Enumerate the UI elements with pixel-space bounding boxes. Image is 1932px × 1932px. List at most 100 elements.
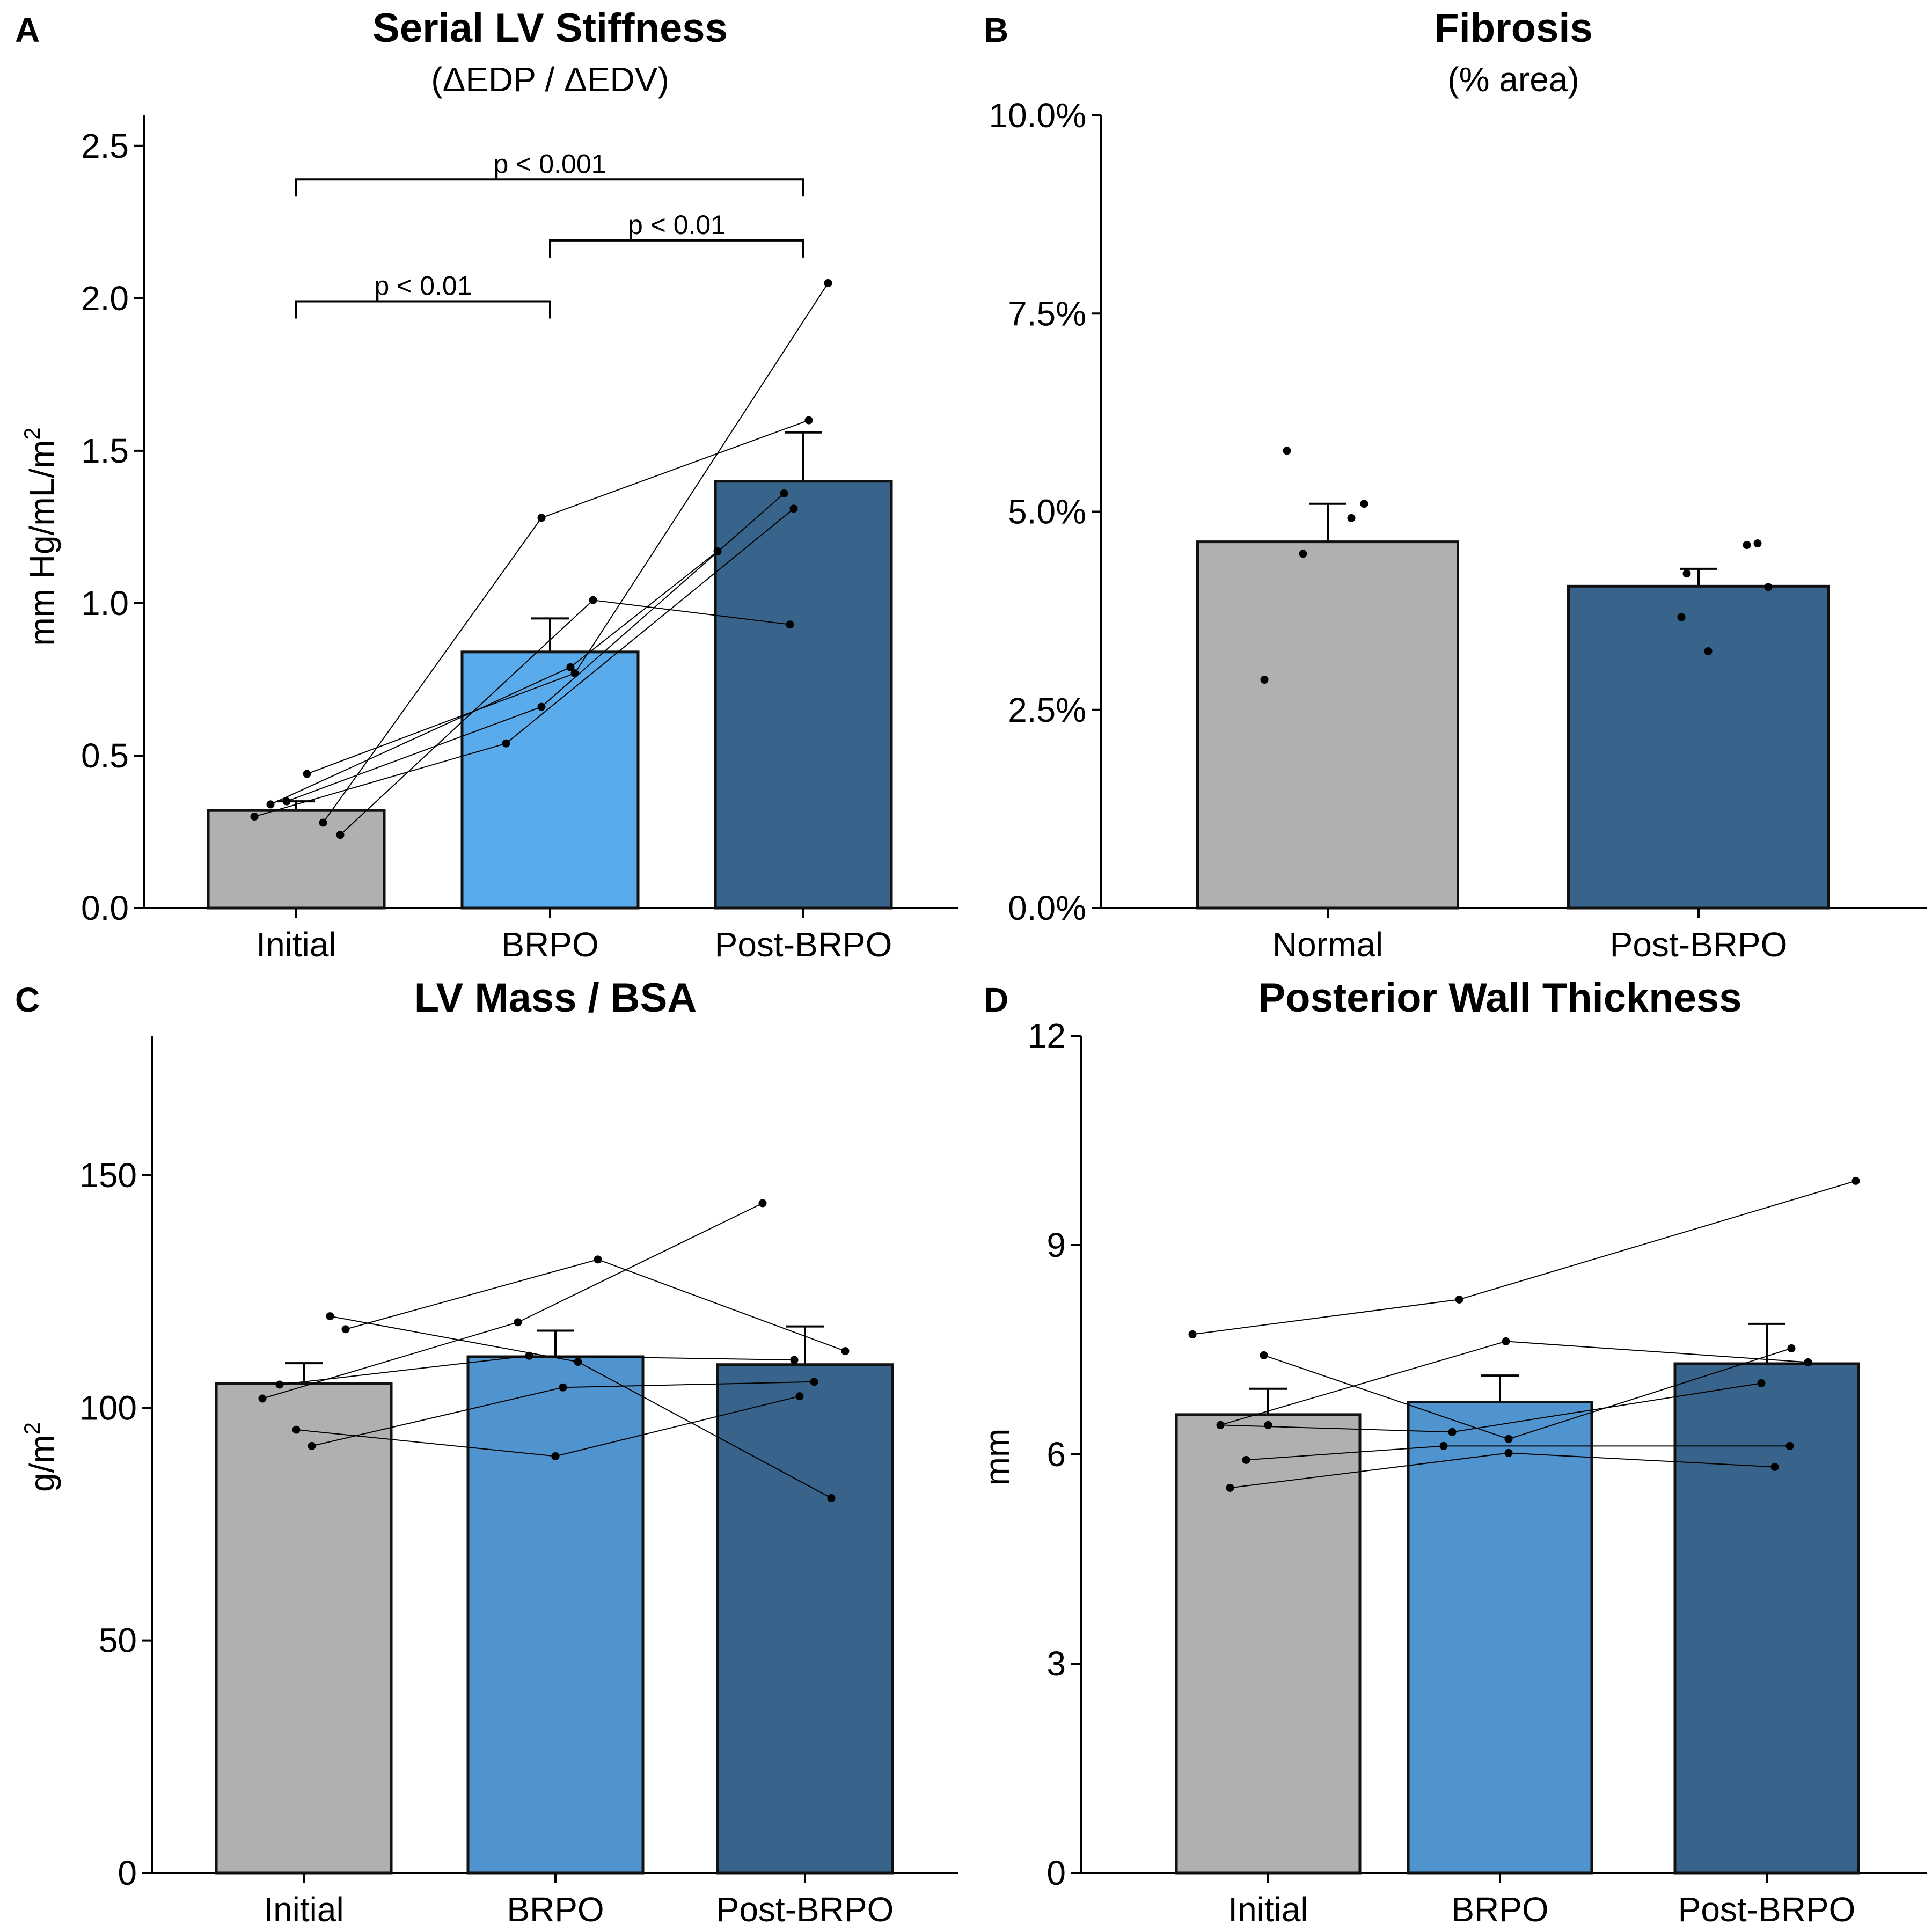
panel-d-bar-initial [1175, 1413, 1362, 1875]
panel-d-data-point [1260, 1351, 1268, 1359]
panel-a-data-point [502, 739, 510, 748]
panel-c-data-point [514, 1318, 522, 1327]
panel-a-chart: 0.0 0.5 1.0 1.5 2.0 2.5 Initial BRPO Post-BRPO p … [81, 115, 958, 964]
panel-c-bar-brpo [466, 1355, 645, 1875]
panel-c-ylabel-superscript: 2 [19, 1422, 45, 1435]
panel-a-bar-post-brpo [714, 480, 893, 910]
panel-a-data-point [786, 620, 794, 629]
panel-c-paired-line [345, 1258, 846, 1352]
panel-d-data-point [1216, 1421, 1225, 1429]
panel-label-d: D [984, 980, 1008, 1019]
panel-d-data-point [1757, 1379, 1766, 1387]
panel-a-data-point [250, 813, 259, 821]
panel-c-data-point [258, 1394, 267, 1403]
panel-a-y-tick-label: 0.5 [81, 736, 129, 775]
panel-c-data-point [525, 1351, 533, 1360]
panel-c-y-tick-label: 0 [118, 1854, 137, 1892]
panel-b-y-tick-label: 2.5% [1008, 691, 1086, 729]
panel-b-x-tick-label: Post-BRPO [1610, 925, 1788, 964]
panel-d-data-point [1785, 1441, 1794, 1450]
panel-a-x-tick-label: Initial [256, 925, 336, 964]
panel-a-data-point [266, 800, 275, 809]
panel-b-data-point [1682, 569, 1691, 578]
panel-c-data-point [574, 1358, 582, 1366]
panel-c-y-tick-label: 100 [79, 1388, 137, 1427]
panel-c-ylabel: g/m2 [19, 1422, 61, 1492]
panel-d-data-point [1448, 1428, 1457, 1436]
panel-c-data-point [326, 1312, 334, 1321]
panel-d-y-tick-label: 9 [1046, 1226, 1066, 1264]
panel-d-chart: 0 3 6 9 12 Initial BRPO Post-BRPO [1028, 1016, 1927, 1929]
panel-a-significance-bracket [295, 300, 551, 319]
panel-d-data-point [1226, 1483, 1234, 1492]
panel-d-bar-post-brpo [1673, 1362, 1860, 1875]
panel-a-data-point [824, 279, 832, 287]
panel-c-title: LV Mass / BSA [414, 975, 697, 1021]
panel-d-data-point [1439, 1441, 1448, 1450]
panel-c-data-point [827, 1494, 836, 1502]
panel-c-y-tick-label: 50 [99, 1621, 137, 1660]
panel-d-ylabel: mm [978, 1429, 1016, 1486]
panel-a-data-point [780, 489, 788, 497]
panel-c-x-tick-label: Initial [264, 1890, 343, 1929]
panel-label-b: B [984, 11, 1008, 49]
panel-c-data-point [292, 1425, 301, 1434]
panel-b-data-point [1299, 550, 1307, 558]
panel-c-data-point [559, 1383, 567, 1392]
panel-b-data-point [1260, 676, 1269, 684]
panel-a-significance-label: p < 0.001 [494, 149, 606, 179]
panel-b-bar-normal [1196, 540, 1459, 910]
panel-c-bar-initial [215, 1382, 393, 1875]
panel-d-data-point [1787, 1344, 1796, 1352]
panel-d-title: Posterior Wall Thickness [1258, 975, 1741, 1021]
panel-b-bar-post-brpo [1567, 584, 1830, 910]
panel-b-data-point [1347, 514, 1356, 522]
panel-a-significance-label: p < 0.01 [628, 210, 726, 240]
panel-a-ylabel-text: mm Hg/mL/m [23, 440, 61, 646]
panel-c-data-point [758, 1199, 767, 1208]
panel-b-subtitle: (% area) [1447, 60, 1579, 99]
panel-d-data-point [1851, 1176, 1860, 1185]
panel-d-y-tick-label: 12 [1028, 1016, 1066, 1055]
panel-b-y-tick-label: 5.0% [1008, 493, 1086, 531]
panel-c-y-tick-label: 150 [79, 1156, 137, 1195]
panel-c-data-point [308, 1441, 316, 1450]
panel-b-data-point [1283, 447, 1291, 455]
panel-c-data-point [341, 1325, 350, 1334]
panel-b-data-point [1360, 500, 1368, 508]
panel-d-y-tick-label: 6 [1046, 1435, 1066, 1474]
panel-b-x-tick-label: Normal [1272, 925, 1383, 964]
panel-c-data-point [551, 1452, 560, 1460]
panel-d-data-point [1502, 1337, 1510, 1345]
panel-a-x-tick-label: Post-BRPO [715, 925, 892, 964]
panel-d-y-tick-label: 0 [1046, 1854, 1066, 1892]
panel-d-data-point [1455, 1295, 1463, 1304]
panel-c-data-point [795, 1392, 804, 1401]
panel-a-significance-bracket [549, 239, 804, 258]
panel-a-significance-bracket [295, 178, 804, 197]
panel-b-chart: 0.0% 2.5% 5.0% 7.5% 10.0% Normal Post-BRPO [989, 96, 1927, 964]
panel-a-y-tick-label: 1.0 [81, 584, 129, 623]
panel-a-y-tick-label: 1.5 [81, 431, 129, 470]
panel-b-title: Fibrosis [1434, 5, 1593, 51]
panel-a-title: Serial LV Stiffness [372, 5, 728, 51]
panel-a-subtitle: (ΔEDP / ΔEDV) [431, 60, 669, 99]
panel-a-y-tick-label: 2.0 [81, 279, 129, 318]
panel-a-data-point [537, 702, 546, 711]
panel-a-data-point [566, 663, 575, 671]
panel-a-data-point [336, 831, 345, 839]
panel-d-data-point [1504, 1448, 1513, 1457]
panel-d-bar-brpo [1407, 1401, 1593, 1875]
panel-c-data-point [810, 1378, 818, 1386]
panel-a-data-point [789, 504, 798, 513]
panel-a-data-point [319, 818, 327, 827]
panel-a-significance-label: p < 0.01 [374, 271, 472, 301]
panel-c-data-point [790, 1356, 799, 1364]
panel-c-x-tick-label: BRPO [507, 1890, 604, 1929]
panel-a-data-point [713, 547, 722, 555]
panel-d-data-point [1264, 1421, 1272, 1429]
panel-a-data-point [537, 514, 546, 522]
panel-d-data-point [1242, 1455, 1250, 1464]
panel-a-ylabel-superscript: 2 [19, 427, 45, 440]
panel-c-data-point [594, 1255, 602, 1264]
